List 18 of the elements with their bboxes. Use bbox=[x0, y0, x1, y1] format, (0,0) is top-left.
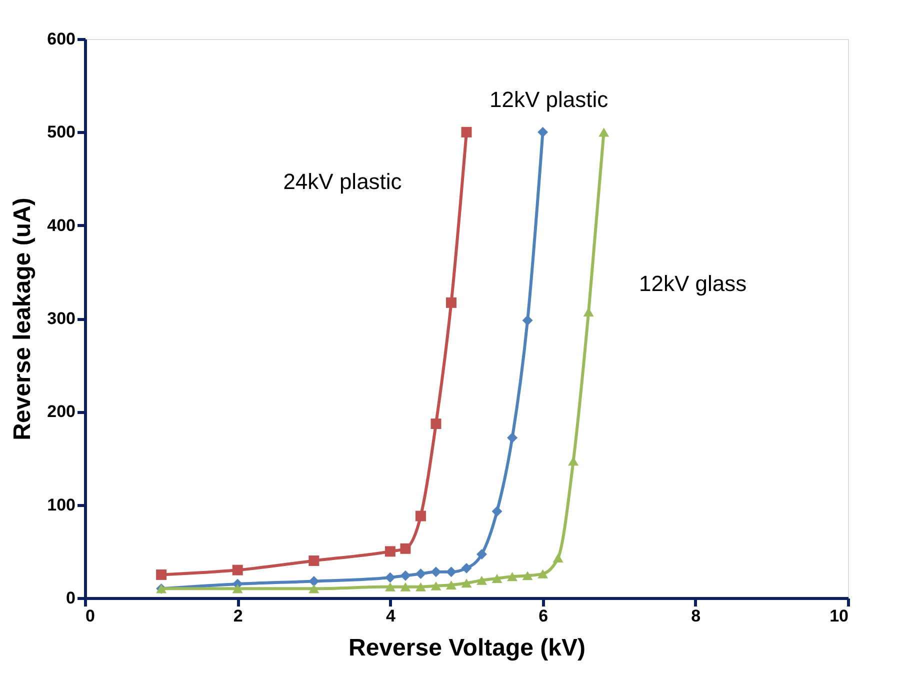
x-tick-label: 8 bbox=[691, 606, 701, 626]
series-label: 12kV plastic bbox=[489, 87, 608, 112]
y-tick-label: 400 bbox=[47, 216, 76, 235]
x-tick-label: 6 bbox=[538, 606, 548, 626]
y-axis-title: Reverse leakage (uA) bbox=[9, 198, 36, 440]
y-tick-label: 0 bbox=[66, 588, 76, 608]
x-tick-label: 4 bbox=[386, 606, 396, 626]
text: 12kV glass bbox=[639, 271, 747, 296]
x-tick-label: 2 bbox=[233, 606, 243, 626]
y-tick-label: 600 bbox=[47, 30, 76, 48]
y-tick-label: 500 bbox=[47, 122, 76, 142]
x-axis-title: Reverse Voltage (kV) bbox=[348, 634, 586, 662]
y-tick-label: 300 bbox=[47, 309, 76, 328]
x-tick-label: 10 bbox=[830, 606, 848, 626]
text: 24kV plastic bbox=[283, 169, 402, 194]
y-tick-label: 100 bbox=[47, 495, 76, 514]
x-tick-label: 0 bbox=[86, 606, 95, 626]
y-tick-label: 200 bbox=[47, 402, 76, 422]
